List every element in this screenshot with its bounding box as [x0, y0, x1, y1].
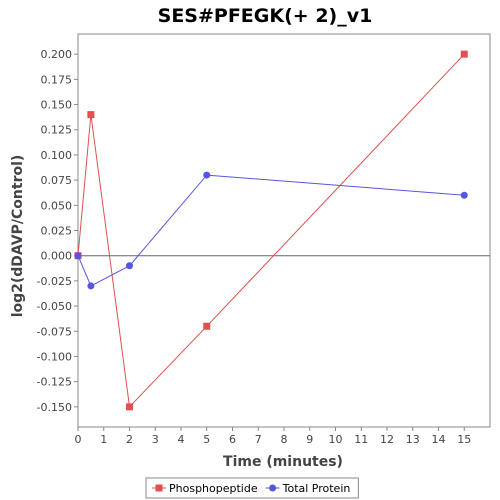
series-layer — [74, 50, 468, 411]
legend-marker — [269, 484, 277, 492]
data-point — [126, 262, 133, 270]
data-point — [203, 171, 211, 179]
x-axis: 0 1 2 3 4 5 6 7 8 9 10 11 12 13 14 15 — [75, 427, 471, 446]
data-point — [74, 252, 82, 260]
x-tick-label: 15 — [457, 433, 471, 446]
legend: Phosphopeptide Total Protein — [145, 477, 359, 499]
x-tick-label: 3 — [152, 433, 159, 446]
x-tick-label: 6 — [229, 433, 236, 446]
series-total-protein — [74, 171, 468, 290]
chart-title: SES#PFEGK(+ 2)_v1 — [158, 5, 373, 27]
x-tick-label: 10 — [329, 433, 343, 446]
x-axis-label: Time (minutes) — [223, 454, 343, 470]
x-tick-label: 13 — [406, 433, 420, 446]
data-point — [87, 111, 95, 119]
legend-label: Phosphopeptide — [169, 482, 258, 495]
x-tick-label: 2 — [126, 433, 133, 446]
y-tick-label: -0.075 — [37, 325, 72, 338]
legend-item-phosphopeptide: Phosphopeptide — [152, 482, 258, 495]
x-tick-label: 14 — [432, 433, 446, 446]
y-tick-label: -0.100 — [37, 350, 72, 363]
x-tick-label: 9 — [306, 433, 313, 446]
x-tick-label: 4 — [178, 433, 185, 446]
x-tick-label: 0 — [75, 433, 82, 446]
data-point — [126, 403, 133, 411]
y-tick-label: 0.125 — [41, 124, 73, 137]
y-axis: -0.150 -0.125 -0.100 -0.075 -0.050 -0.025 0.00… — [37, 48, 78, 414]
y-tick-label: -0.150 — [37, 401, 72, 414]
x-tick-label: 1 — [100, 433, 107, 446]
y-tick-label: 0.100 — [41, 149, 73, 162]
legend-item-total-protein: Total Protein — [265, 482, 351, 495]
data-point — [460, 191, 468, 199]
y-tick-label: 0.175 — [41, 73, 73, 86]
data-point — [87, 282, 95, 290]
y-tick-label: -0.125 — [37, 376, 72, 389]
y-tick-label: 0.150 — [41, 99, 73, 112]
x-tick-label: 8 — [281, 433, 288, 446]
y-tick-label: 0.000 — [41, 250, 73, 263]
x-tick-label: 7 — [255, 433, 262, 446]
y-axis-label: log2(dDAVP/Control) — [10, 155, 26, 318]
y-tick-label: -0.050 — [37, 300, 72, 313]
legend-label: Total Protein — [282, 482, 351, 495]
data-point — [203, 322, 211, 330]
y-tick-label: 0.050 — [41, 199, 73, 212]
legend-box — [145, 477, 359, 499]
x-tick-label: 5 — [203, 433, 210, 446]
data-point — [460, 50, 468, 58]
x-tick-label: 11 — [354, 433, 368, 446]
y-tick-label: -0.025 — [37, 275, 72, 288]
y-tick-label: 0.025 — [41, 225, 73, 238]
y-tick-label: 0.200 — [41, 48, 73, 61]
y-tick-label: 0.075 — [41, 174, 73, 187]
x-tick-label: 12 — [380, 433, 394, 446]
legend-marker — [155, 484, 163, 492]
